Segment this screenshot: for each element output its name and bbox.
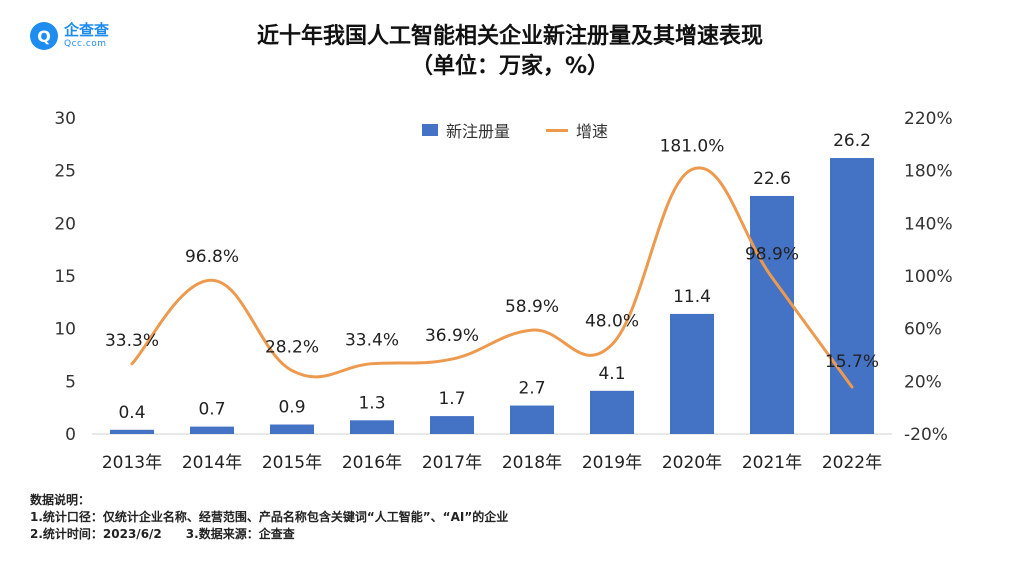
line-value-label: 36.9%: [425, 326, 479, 346]
legend: 新注册量 增速: [422, 118, 608, 142]
y-right-tick-label: 180%: [904, 162, 953, 182]
y-left-tick-label: 10: [54, 320, 76, 340]
x-tick-label: 2014年: [182, 453, 242, 473]
line-value-label: 98.9%: [745, 244, 799, 264]
bar-value-label: 1.3: [358, 393, 385, 413]
legend-line-swatch: [546, 128, 569, 132]
growth-rate-line: [130, 166, 854, 389]
y-right-tick-label: 20%: [904, 372, 942, 392]
y-right-tick-label: 220%: [904, 109, 953, 129]
bar-value-label: 0.7: [198, 400, 225, 420]
bar: [830, 158, 874, 434]
y-left-tick-label: 20: [54, 214, 76, 234]
x-tick-label: 2013年: [102, 453, 162, 473]
y-left-tick-label: 30: [54, 109, 76, 129]
notes-heading: 数据说明：: [30, 493, 91, 507]
chart-subtitle: （单位：万家，%）: [410, 54, 610, 79]
x-tick-label: 2015年: [262, 453, 322, 473]
bar: [750, 195, 794, 434]
x-tick-label: 2016年: [342, 453, 402, 473]
legend-line-label: 增速: [576, 122, 609, 141]
brand-logo: Q 企查查 Qcc.com: [30, 22, 109, 50]
line-value-label: 33.4%: [345, 331, 399, 351]
y-right-tick-label: 100%: [904, 267, 953, 287]
bar-value-label: 1.7: [438, 389, 465, 409]
bar: [190, 426, 234, 434]
bar: [670, 313, 714, 434]
y-right-tick-label: 60%: [904, 320, 942, 340]
qcc-logo-icon: Q: [30, 22, 58, 50]
line-value-label: 28.2%: [265, 338, 319, 358]
x-tick-label: 2017年: [422, 453, 482, 473]
bar-value-label: 22.6: [753, 169, 791, 189]
x-tick-label: 2021年: [742, 453, 802, 473]
line-value-label: 58.9%: [505, 297, 559, 317]
y-right-tick-label: -20%: [904, 425, 948, 445]
bar-value-label: 11.4: [673, 287, 711, 307]
line-value-label: 33.3%: [105, 331, 159, 351]
legend-bar-swatch: [422, 124, 438, 136]
bar-value-label: 4.1: [598, 364, 625, 384]
line-value-label: 48.0%: [585, 311, 639, 331]
notes-line-2b: 3.数据来源：企查查: [185, 527, 295, 541]
bar: [510, 405, 554, 434]
x-tick-label: 2018年: [502, 453, 562, 473]
bar: [430, 416, 474, 434]
bar: [590, 390, 634, 434]
brand-domain: Qcc.com: [64, 39, 107, 49]
y-right-tick-label: 140%: [904, 214, 953, 234]
bar-value-label: 2.7: [518, 379, 545, 399]
x-tick-label: 2022年: [822, 453, 882, 473]
brand-name: 企查查: [64, 21, 110, 39]
y-left-tick-label: 15: [54, 267, 76, 287]
line-value-label: 181.0%: [660, 136, 725, 156]
y-left-tick-label: 25: [54, 162, 76, 182]
bar: [350, 420, 394, 434]
chart-title: 近十年我国人工智能相关企业新注册量及其增速表现: [256, 24, 763, 49]
x-tick-label: 2019年: [582, 453, 642, 473]
y-left-tick-label: 0: [65, 425, 76, 445]
data-notes: 数据说明： 1.统计口径：仅统计企业名称、经营范围、产品名称包含关键词“人工智能…: [30, 492, 508, 543]
notes-line-2a: 2.统计时间：2023/6/2: [30, 527, 162, 541]
legend-bar-label: 新注册量: [446, 122, 511, 141]
notes-line-1: 1.统计口径：仅统计企业名称、经营范围、产品名称包含关键词“人工智能”、“AI”…: [30, 510, 509, 524]
bar: [110, 429, 154, 434]
bar: [270, 424, 314, 434]
line-value-label: 96.8%: [185, 247, 239, 267]
bar-value-label: 26.2: [833, 131, 871, 151]
bar-value-label: 0.9: [278, 398, 305, 418]
x-tick-label: 2020年: [662, 453, 722, 473]
line-value-label: 15.7%: [825, 352, 879, 372]
y-left-tick-label: 5: [65, 372, 76, 392]
bar-value-label: 0.4: [118, 403, 145, 423]
